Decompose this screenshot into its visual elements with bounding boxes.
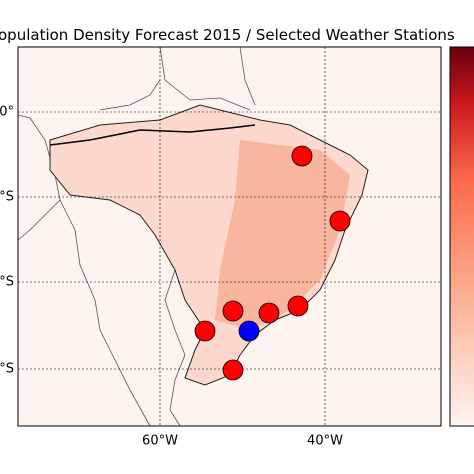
station xyxy=(329,210,351,232)
y-tick-label: °S xyxy=(0,362,14,377)
x-tick-label: 40°W xyxy=(307,434,343,449)
station xyxy=(222,300,244,322)
y-tick-label: °S xyxy=(0,275,14,290)
y-tick-label: °S xyxy=(0,190,14,205)
station xyxy=(291,145,313,167)
y-tick-label: 0° xyxy=(0,105,14,120)
dense-region xyxy=(215,140,350,330)
station xyxy=(222,359,244,381)
river xyxy=(49,124,256,146)
country-borders xyxy=(17,46,256,427)
x-tick-label: 60°W xyxy=(142,434,178,449)
station xyxy=(194,320,216,342)
map-title: opulation Density Forecast 2015 / Select… xyxy=(0,26,455,44)
station xyxy=(258,302,280,324)
selected-station xyxy=(238,320,260,342)
colorbar xyxy=(449,46,474,427)
stations xyxy=(194,145,351,381)
graticule xyxy=(18,47,441,426)
station xyxy=(287,295,309,317)
map-frame xyxy=(17,46,442,427)
